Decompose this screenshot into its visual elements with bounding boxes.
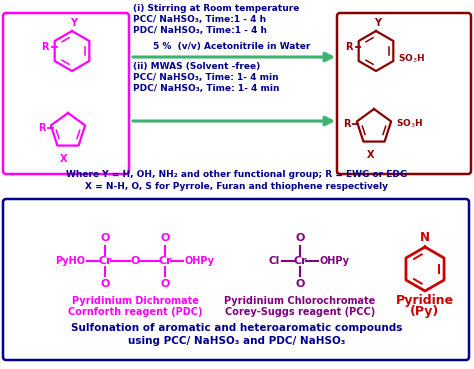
FancyBboxPatch shape [3,199,469,360]
Text: PyHO: PyHO [55,256,85,266]
Text: OHPy: OHPy [185,256,215,266]
Text: X = N-H, O, S for Pyrrole, Furan and thiophene respectively: X = N-H, O, S for Pyrrole, Furan and thi… [85,182,389,191]
FancyBboxPatch shape [3,13,129,174]
Text: O: O [100,279,109,289]
Text: X: X [367,150,375,160]
Text: Pyridinium Dichromate: Pyridinium Dichromate [72,296,199,306]
Text: Pyridinium Chlorochromate: Pyridinium Chlorochromate [224,296,375,306]
Text: (Py): (Py) [410,305,439,318]
Text: SO$_3$H: SO$_3$H [398,53,425,65]
Text: O: O [160,279,170,289]
Text: O: O [100,233,109,243]
Text: R: R [38,123,46,133]
Text: O: O [295,279,305,289]
Text: Where Y = H, OH, NH₂ and other functional group; R = EWG or EDG: Where Y = H, OH, NH₂ and other functiona… [66,170,408,179]
Text: Cr: Cr [158,256,172,266]
Text: SO$_3$H: SO$_3$H [396,118,423,130]
Text: OHPy: OHPy [320,256,350,266]
Text: using PCC/ NaHSO₃ and PDC/ NaHSO₃: using PCC/ NaHSO₃ and PDC/ NaHSO₃ [128,336,346,346]
Text: O: O [160,233,170,243]
Text: R: R [41,42,49,52]
Text: Corey-Suggs reagent (PCC): Corey-Suggs reagent (PCC) [225,307,375,317]
Text: Cornforth reagent (PDC): Cornforth reagent (PDC) [68,307,202,317]
Text: Y: Y [374,18,382,28]
Text: PCC/ NaHSO₃, Time:1 - 4 h: PCC/ NaHSO₃, Time:1 - 4 h [133,15,266,24]
Text: Sulfonation of aromatic and heteroaromatic compounds: Sulfonation of aromatic and heteroaromat… [71,323,403,333]
Text: Cl: Cl [269,256,280,266]
Text: N: N [420,231,430,244]
Text: 5 %  (v/v) Acetonitrile in Water: 5 % (v/v) Acetonitrile in Water [153,42,310,51]
Text: O: O [130,256,140,266]
FancyBboxPatch shape [337,13,471,174]
Text: PCC/ NaHSO₃, Time: 1- 4 min: PCC/ NaHSO₃, Time: 1- 4 min [133,73,279,82]
Text: Y: Y [71,18,78,28]
Text: (ii) MWAS (Solvent -free): (ii) MWAS (Solvent -free) [133,62,260,71]
Text: X: X [60,154,68,164]
Text: Cr: Cr [98,256,112,266]
Text: R: R [343,119,351,129]
Text: O: O [295,233,305,243]
Text: R: R [345,42,353,52]
Text: Pyridine: Pyridine [396,294,454,307]
Text: PDC/ NaHSO₃, Time: 1- 4 min: PDC/ NaHSO₃, Time: 1- 4 min [133,84,280,93]
Text: Cr: Cr [293,256,307,266]
Text: (i) Stirring at Room temperature: (i) Stirring at Room temperature [133,4,300,13]
Text: PDC/ NaHSO₃, Time:1 - 4 h: PDC/ NaHSO₃, Time:1 - 4 h [133,26,267,35]
